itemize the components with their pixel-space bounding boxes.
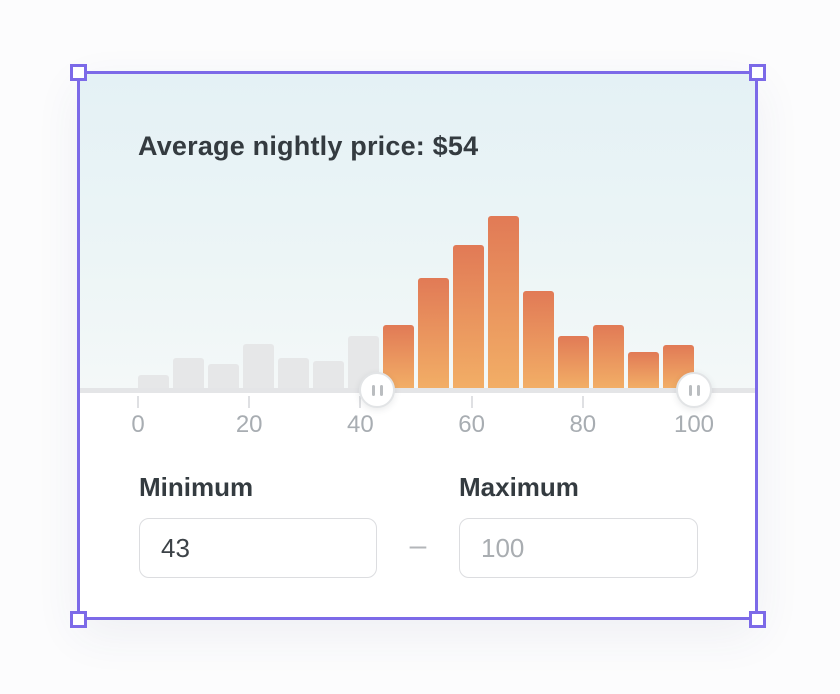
- maximum-label: Maximum: [459, 472, 579, 502]
- axis-tick: [137, 396, 139, 408]
- axis-tick-label: 20: [235, 411, 263, 438]
- axis-tick-label: 100: [673, 411, 715, 438]
- axis-tick: [470, 396, 473, 408]
- pause-grip-icon: [696, 384, 700, 396]
- slider-handle-max[interactable]: [676, 372, 712, 408]
- histogram-bar-selected: [418, 278, 449, 388]
- axis-tick: [248, 396, 251, 408]
- histogram-bar-unselected: [208, 364, 239, 388]
- slider-track[interactable]: [78, 388, 758, 393]
- axis-tick-label: 60: [458, 411, 485, 438]
- histogram: [138, 73, 694, 388]
- range-separator: –: [409, 529, 427, 562]
- histogram-bar-unselected: [278, 358, 309, 388]
- axis-tick: [581, 396, 584, 408]
- histogram-bar-selected: [593, 325, 624, 388]
- maximum-input[interactable]: [459, 518, 698, 578]
- histogram-bar-unselected: [173, 358, 204, 388]
- pause-grip-icon: [688, 384, 692, 396]
- card-title: Average nightly price: $54: [138, 131, 479, 161]
- minimum-input[interactable]: [139, 518, 377, 578]
- histogram-bar-selected: [628, 352, 659, 388]
- histogram-panel: Average nightly price: $54: [78, 73, 758, 388]
- selection-resize-handle-top-right[interactable]: [749, 64, 766, 81]
- histogram-bar-unselected: [313, 361, 344, 388]
- minimum-label: Minimum: [139, 472, 254, 502]
- histogram-bar-selected: [558, 336, 589, 388]
- histogram-bar-selected: [453, 245, 484, 388]
- axis-tick-label: 0: [131, 411, 145, 438]
- price-filter-card: Average nightly price: $54 0 20 40 60 80 100 …: [78, 73, 758, 620]
- histogram-bar-selected: [488, 216, 519, 388]
- histogram-bar-selected: [523, 291, 554, 388]
- selection-resize-handle-bottom-left[interactable]: [70, 611, 87, 628]
- axis-tick-label: 40: [347, 411, 374, 438]
- slider-handle-min[interactable]: [359, 372, 396, 408]
- histogram-bar-unselected: [243, 344, 274, 388]
- histogram-bar-unselected: [138, 375, 169, 388]
- pause-grip-icon: [371, 384, 375, 396]
- selection-resize-handle-bottom-right[interactable]: [749, 611, 766, 628]
- selection-resize-handle-top-left[interactable]: [70, 64, 87, 81]
- pause-grip-icon: [379, 384, 383, 396]
- axis-tick-label: 80: [569, 411, 597, 438]
